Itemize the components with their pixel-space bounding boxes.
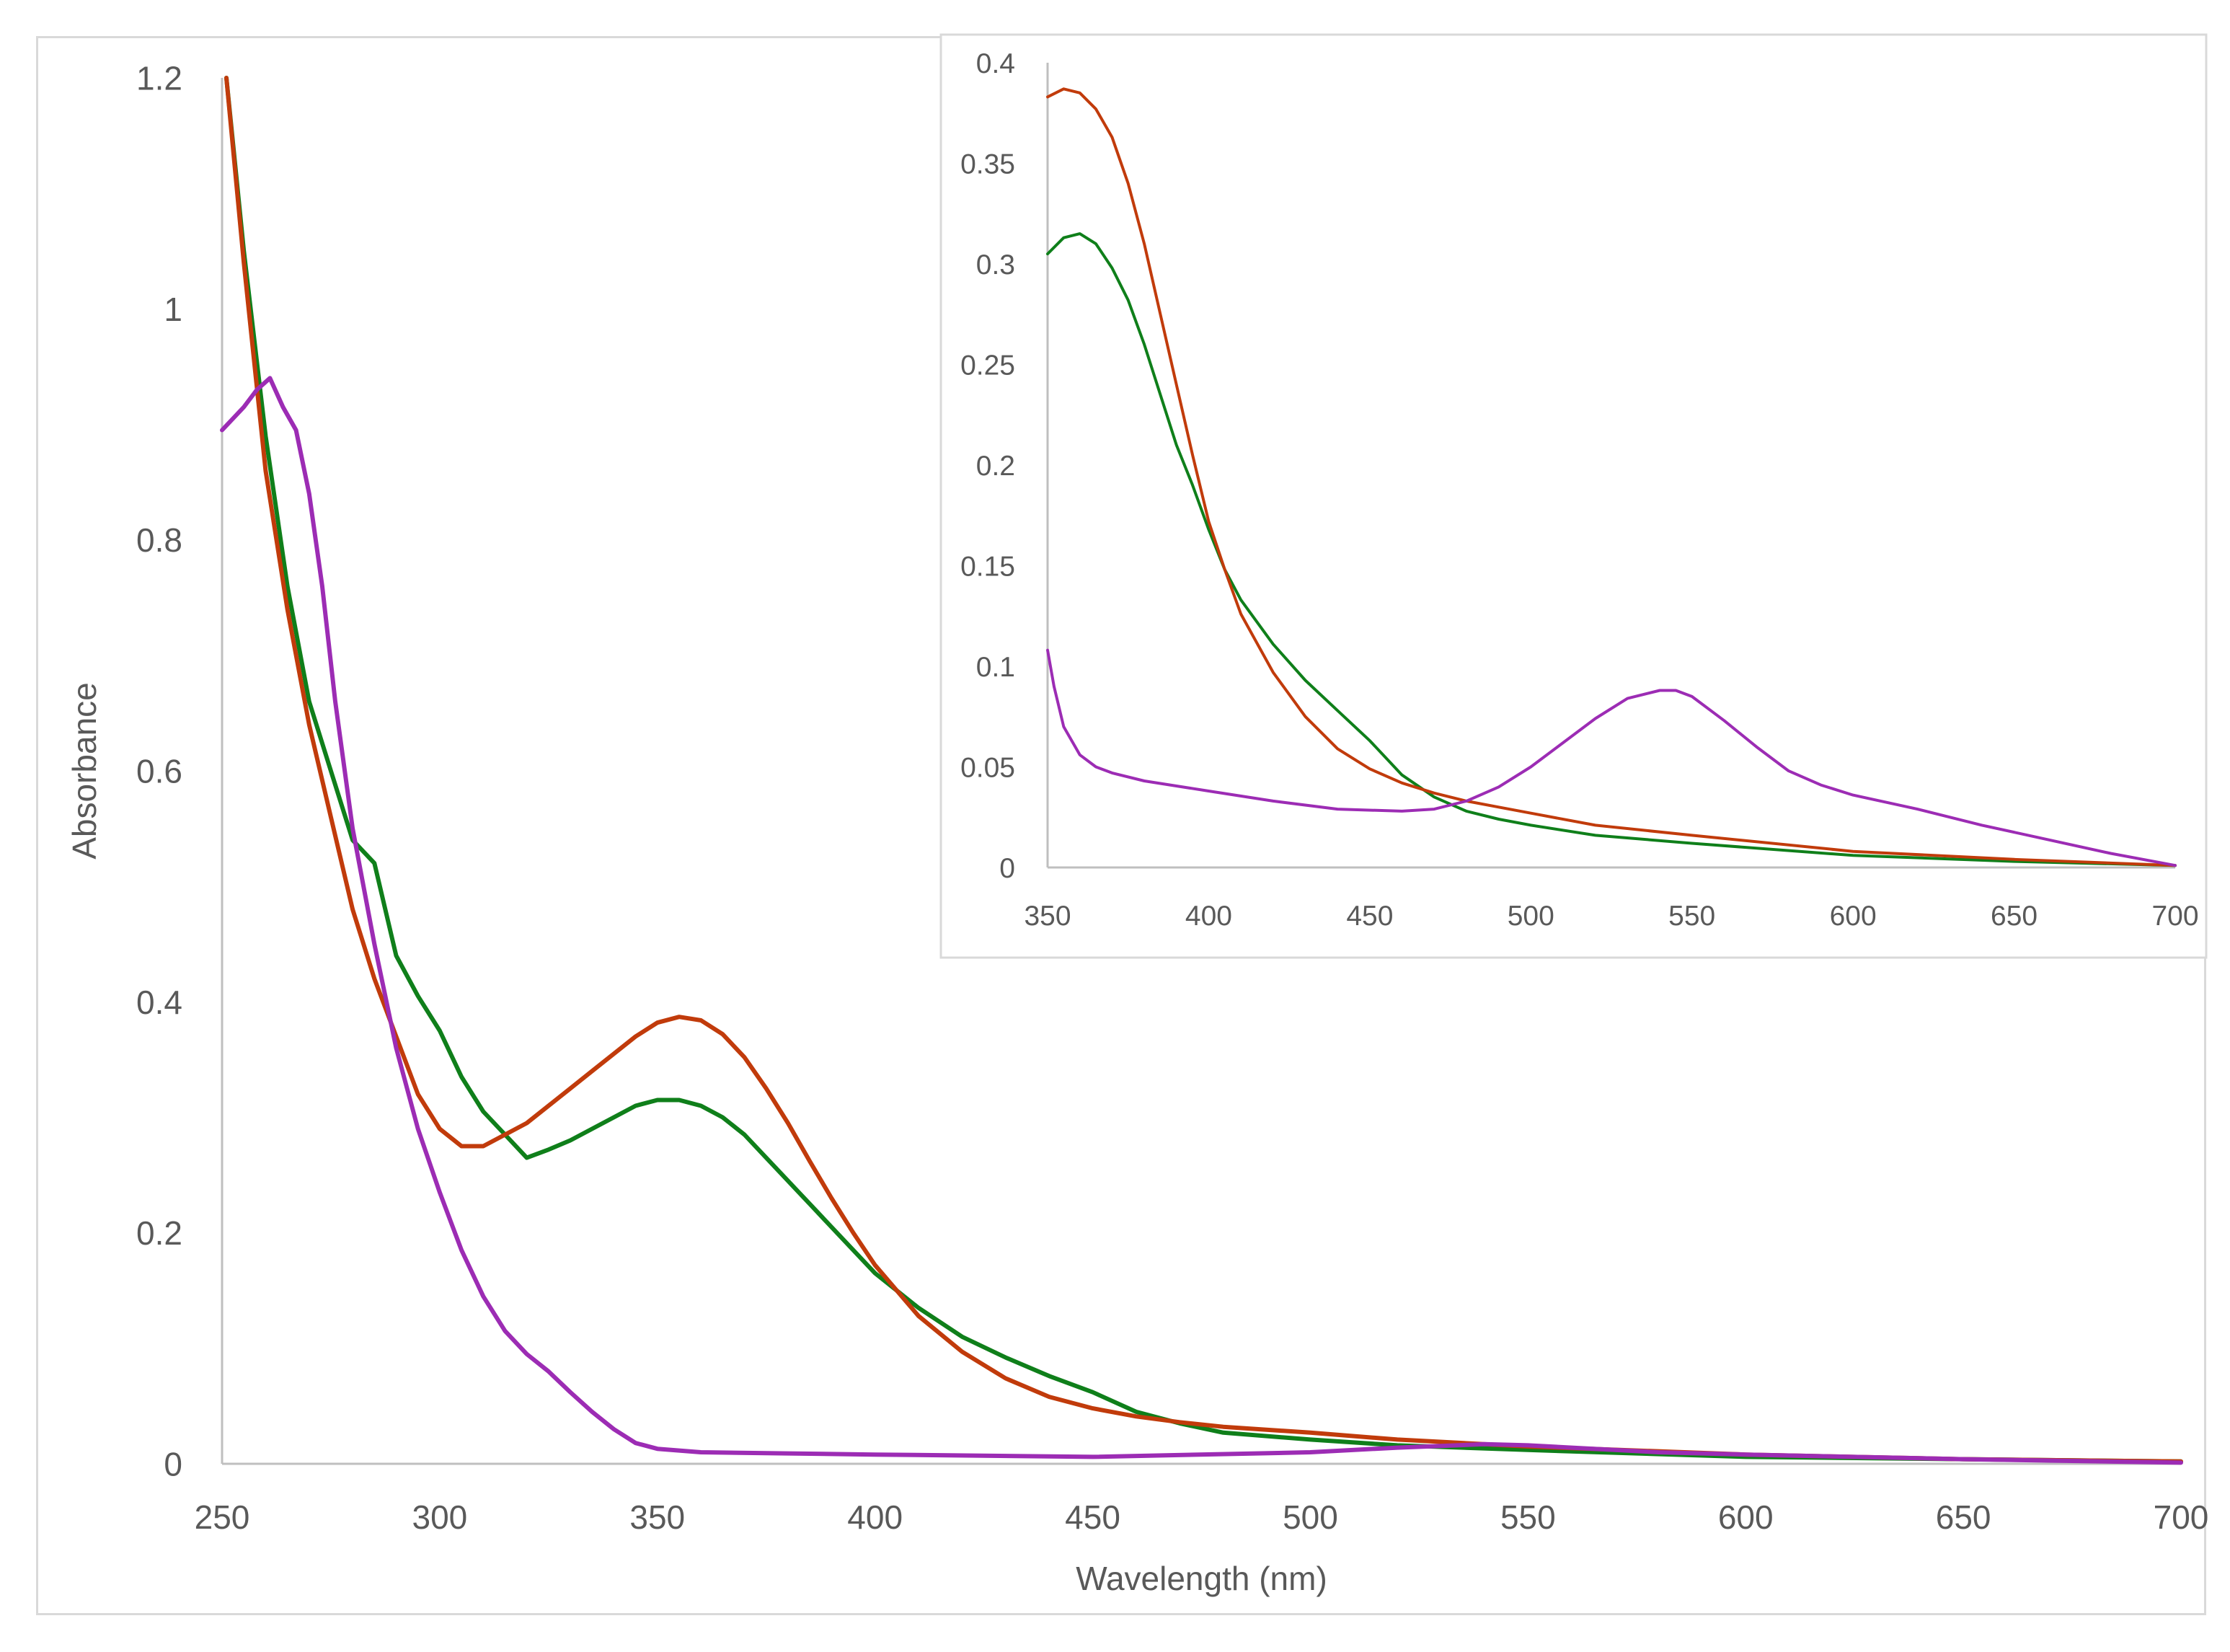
main-x-tick-label: 700 [2154,1498,2209,1536]
inset-y-tick-label: 0.25 [960,350,1015,381]
main-y-tick-label: 1.2 [136,60,182,97]
main-chart: 0 0.2 0.4 0.6 0.8 1 1.2 250 300 350 400 450 500 550 60… [66,60,2208,1597]
main-y-tick-label: 0.6 [136,753,182,790]
inset-y-tick-label: 0.05 [960,753,1015,784]
main-y-tick-label: 0.2 [136,1214,182,1252]
main-x-tick-label: 400 [847,1498,903,1536]
inset-x-tick-label: 450 [1346,901,1393,932]
inset-x-tick-label: 700 [2151,901,2198,932]
main-x-tick-label: 650 [1936,1498,1991,1536]
inset-x-tick-label: 650 [1991,901,2037,932]
inset-y-tick-label: 0.35 [960,149,1015,180]
main-x-tick-label: 550 [1500,1498,1556,1536]
inset-y-tick-label: 0.1 [976,652,1015,683]
inset-series-orange [1046,87,2177,867]
main-x-axis-title: Wavelength (nm) [1076,1560,1327,1597]
main-y-tick-label: 0.4 [136,984,182,1021]
inset-y-tick-label: 0.4 [976,48,1015,79]
inset-x-tick-label: 400 [1185,901,1232,932]
main-x-tick-label: 450 [1065,1498,1120,1536]
inset-series-green [1046,232,2177,867]
main-y-axis-title: Absorbance [66,682,103,860]
main-x-tick-label: 600 [1718,1498,1774,1536]
inset-y-tick-label: 0.2 [976,451,1015,482]
inset-y-tick-label: 0.15 [960,552,1015,583]
main-x-tick-label: 500 [1283,1498,1338,1536]
main-x-tick-label: 250 [195,1498,250,1536]
inset-series-purple [1046,648,2177,867]
inset-x-tick-label: 600 [1830,901,1877,932]
inset-chart: 0 0.05 0.1 0.15 0.2 0.25 0.3 0.35 0.4 350 400 450 50… [960,48,2198,932]
inset-chart-frame [939,33,2208,959]
main-y-tick-label: 0 [164,1446,182,1483]
main-series-orange [224,76,2183,1464]
main-y-tick-label: 1 [164,291,182,328]
main-series-purple [220,376,2183,1465]
inset-y-tick-label: 0.3 [976,249,1015,281]
inset-y-tick-label: 0 [999,853,1015,884]
inset-x-tick-label: 500 [1508,901,1554,932]
main-x-tick-label: 350 [629,1498,685,1536]
main-x-tick-label: 300 [412,1498,468,1536]
main-y-tick-label: 0.8 [136,521,182,559]
inset-x-tick-label: 350 [1024,901,1071,932]
inset-x-tick-label: 550 [1668,901,1715,932]
